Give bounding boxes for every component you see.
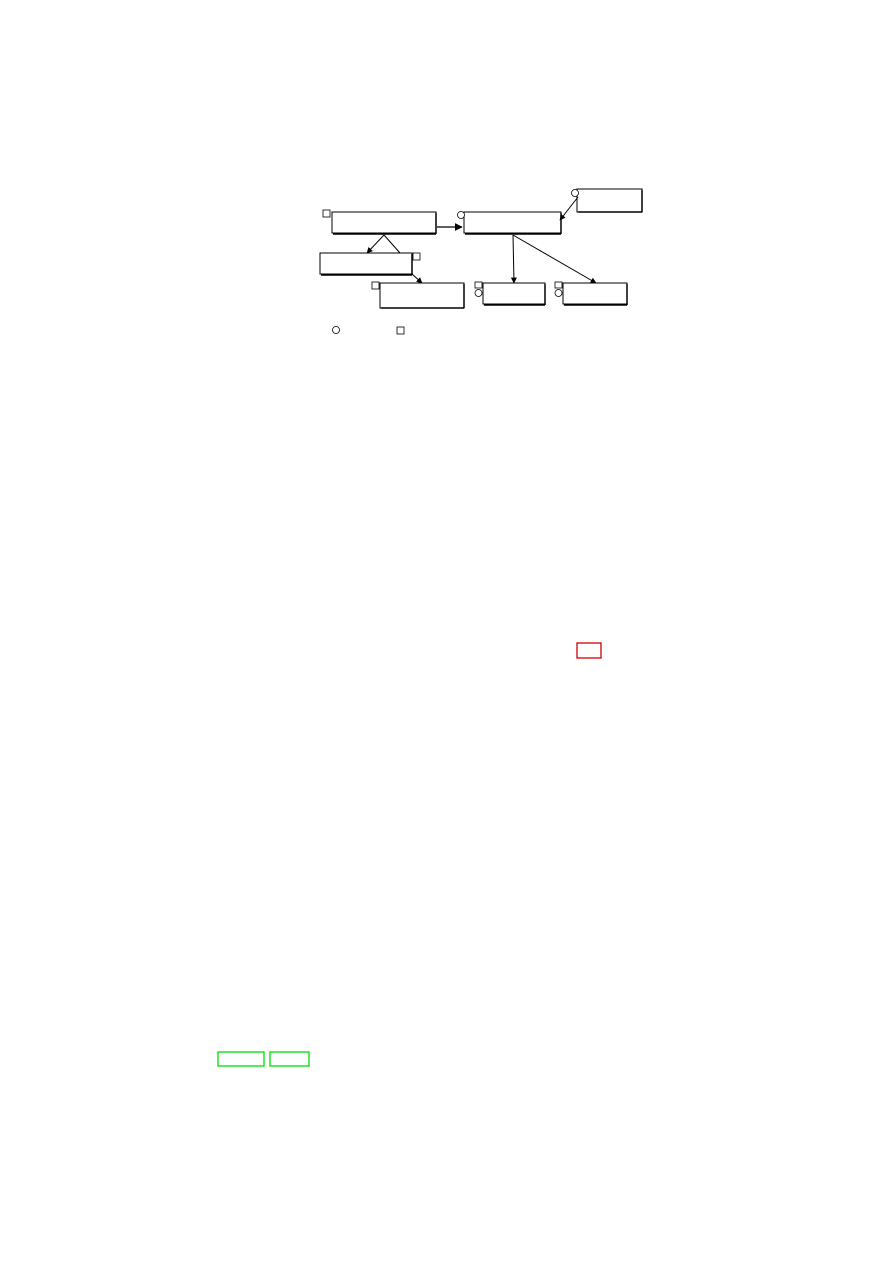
circle-marker-n2 [457,211,465,219]
node-box-n7 [562,282,628,306]
square-marker-n5 [371,281,380,290]
node-box-n5 [379,282,465,309]
node-box-n1 [331,211,437,235]
circle-marker-n7 [554,289,563,297]
circle-marker-n6 [474,289,483,297]
edge-n1-n5 [411,273,423,284]
node-box-n3 [576,188,643,213]
node-box-n6 [482,282,546,306]
green-annotation-box-2[interactable] [269,1051,310,1067]
square-marker-n7 [554,281,563,289]
node-box-n2 [463,211,562,235]
red-annotation-box[interactable] [576,642,602,659]
legend-square-icon [396,326,405,335]
circle-marker-n3 [571,189,579,197]
edge-n1-n4b [383,234,401,254]
node-box-n4 [319,252,413,276]
green-annotation-box-1[interactable] [217,1051,265,1067]
edge-n3-n2 [559,196,579,221]
edge-n2-n7 [512,234,597,284]
square-marker-n4 [412,252,421,261]
edge-n2-n6 [510,234,517,284]
square-marker-n6 [474,281,483,289]
edge-n1-n4 [366,234,385,254]
square-marker-n1 [322,209,331,218]
legend-circle-icon [332,326,340,334]
